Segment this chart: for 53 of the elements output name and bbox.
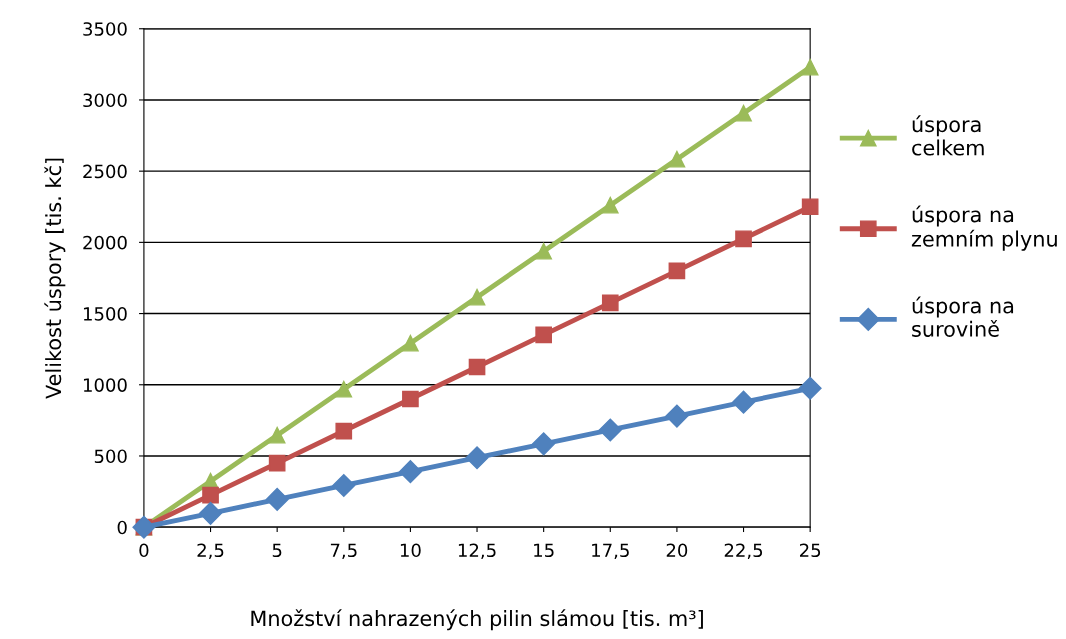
x-tick-label: 22,5 — [724, 543, 763, 559]
y-tick-label: 1500 — [83, 307, 127, 321]
x-axis-title: Množství nahrazených pilin slámou [tis. m³] — [251, 609, 703, 631]
y-tick-label: 500 — [94, 449, 127, 464]
y-tick-label: 2000 — [83, 235, 127, 250]
point — [335, 380, 353, 398]
point — [668, 150, 686, 168]
y-tick-label: 1000 — [83, 378, 127, 392]
point — [468, 288, 486, 306]
x-tick-label: 12,5 — [458, 543, 496, 559]
point — [598, 418, 622, 442]
point — [265, 487, 289, 511]
point — [402, 390, 419, 408]
point — [199, 501, 223, 525]
x-tick-label: 15 — [534, 543, 554, 558]
point — [735, 104, 752, 122]
point — [402, 334, 419, 352]
legend-label: úspora na surovině — [912, 296, 1014, 337]
legend-label: úspora na zemním plynu — [911, 205, 1057, 251]
point — [268, 454, 286, 472]
x-tick-label: 7,5 — [330, 543, 357, 559]
point — [601, 294, 619, 312]
y-axis-title: Velikost úspory [tis. kč] — [44, 158, 66, 399]
point — [801, 198, 819, 216]
x-tick-label: 25 — [800, 543, 821, 558]
point — [468, 358, 486, 376]
point — [335, 422, 353, 440]
y-tick-label: 2500 — [83, 164, 127, 179]
point — [532, 432, 556, 456]
point — [665, 404, 689, 428]
y-tick-label: 3000 — [83, 93, 127, 108]
point — [735, 230, 752, 248]
point — [798, 376, 822, 400]
legend-label: úspora celkem — [912, 115, 984, 156]
point — [465, 446, 489, 470]
point — [801, 58, 819, 76]
x-tick-label: 17,5 — [592, 543, 629, 559]
point — [202, 486, 219, 504]
y-tick-label: 3500 — [83, 22, 127, 36]
x-tick-label: 20 — [666, 543, 688, 558]
point — [601, 196, 619, 214]
point — [332, 473, 356, 497]
point — [535, 326, 552, 344]
x-tick-label: 0 — [139, 543, 149, 558]
x-tick-label: 10 — [400, 543, 421, 558]
x-tick-label: 2,5 — [197, 543, 224, 559]
y-tick-label: 0 — [117, 520, 127, 535]
x-tick-label: 5 — [272, 543, 282, 558]
point — [732, 390, 756, 414]
point — [668, 262, 686, 280]
point — [268, 426, 286, 444]
point — [535, 242, 552, 260]
point — [398, 460, 422, 484]
